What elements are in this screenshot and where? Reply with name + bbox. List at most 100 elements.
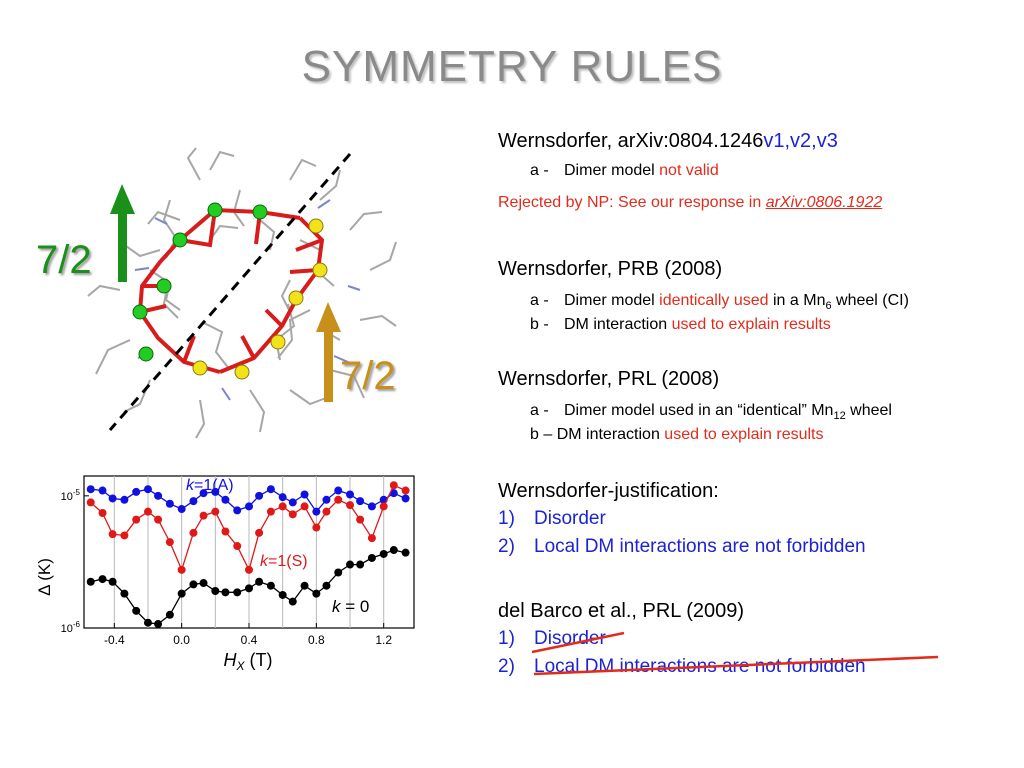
data-point (189, 580, 198, 589)
rejected-note: Rejected by NP: See our response in arXi… (498, 194, 883, 211)
data-point (98, 509, 107, 518)
data-point (108, 577, 117, 586)
ref3-heading: Wernsdorfer, PRL (2008) (498, 368, 720, 390)
data-point (300, 581, 309, 590)
data-point (108, 494, 117, 503)
data-point (300, 502, 309, 511)
data-point (199, 579, 208, 588)
data-point (255, 528, 264, 537)
data-point (211, 586, 220, 595)
data-point (389, 481, 398, 490)
data-point (211, 487, 220, 496)
data-point (86, 485, 95, 494)
chart-series (86, 481, 410, 629)
data-point (389, 489, 398, 498)
data-point (221, 588, 230, 597)
tunnel-splitting-chart: -0.4 0.0 0.4 0.8 1.2 10-5 10-6 Δ (K) HX (T) k… (35, 475, 415, 673)
ref2-item-b: b - DM interaction used to explain result… (530, 316, 831, 333)
strike-local-dm (533, 655, 939, 676)
y-tick-label: 10-6 (61, 620, 81, 635)
data-point (132, 606, 141, 615)
gold-spin-label: 7/2 (340, 354, 396, 398)
data-point (278, 590, 287, 599)
data-point (312, 589, 321, 598)
data-point (401, 486, 410, 495)
data-point (120, 495, 129, 504)
data-point (401, 548, 410, 557)
data-point (266, 581, 275, 590)
data-point (356, 497, 365, 506)
data-point (233, 542, 242, 551)
data-point (86, 577, 95, 586)
data-point (278, 502, 287, 511)
data-point (379, 502, 388, 511)
data-point (221, 527, 230, 536)
y-axis-label: Δ (K) (35, 558, 54, 596)
data-point (367, 534, 376, 543)
data-point (334, 568, 343, 577)
series-label-k1S: k=1(S) (260, 553, 308, 570)
green-mn-atoms (132, 202, 268, 362)
data-point (322, 495, 331, 504)
y-axis-ticks: 10-5 10-6 (61, 488, 89, 635)
data-point (221, 495, 230, 504)
symmetry-axis-dashed-line (108, 153, 352, 431)
data-point (165, 538, 174, 547)
data-point (86, 498, 95, 507)
data-point (389, 546, 398, 555)
data-point (322, 507, 331, 516)
data-point (367, 502, 376, 511)
data-point (132, 515, 141, 524)
data-point (177, 505, 186, 514)
vertical-grid-lines (113, 476, 385, 628)
ref2-heading: Wernsdorfer, PRB (2008) (498, 258, 723, 280)
x-tick-label: 0.4 (241, 633, 258, 647)
data-point (266, 507, 275, 516)
x-axis-ticks: -0.4 0.0 0.4 0.8 1.2 (104, 623, 392, 647)
data-point (312, 507, 321, 516)
arxiv-response-link[interactable]: arXiv:0806.1922 (765, 194, 883, 211)
series-labels: k=1(A) k=1(S) k = 0 (186, 477, 369, 616)
ref1-heading: Wernsdorfer, arXiv:0804.1246v1,v2,v3 (498, 130, 838, 152)
data-point (255, 577, 264, 586)
data-point (346, 501, 355, 510)
data-point (98, 575, 107, 584)
data-point (233, 506, 242, 515)
data-point (300, 490, 309, 499)
gold-spin-arrow (316, 302, 341, 402)
data-point (211, 507, 220, 516)
data-point (334, 495, 343, 504)
green-spin-arrow (110, 184, 135, 282)
ref4-heading: Wernsdorfer-justification: (498, 480, 719, 502)
y-tick-label: 10-5 (61, 488, 81, 503)
data-point (177, 565, 186, 574)
yellow-mn-atoms (192, 218, 328, 380)
data-point (233, 588, 242, 597)
ref3-item-a: a - Dimer model used in an “identical” Mn… (530, 402, 892, 423)
ref2-item-a: a - Dimer model identically used in a Mn6… (530, 292, 909, 313)
data-point (199, 511, 208, 520)
data-point (143, 507, 152, 516)
data-point (401, 494, 410, 503)
data-point (120, 589, 129, 598)
strike-disorder (531, 631, 625, 654)
mn12-wheel-molecule-figure (87, 147, 397, 439)
data-point (288, 597, 297, 606)
x-tick-label: 1.2 (375, 633, 392, 647)
data-point (154, 515, 163, 524)
ref1-item-a: a - Dimer model not valid (530, 162, 719, 179)
ref4-point-2: 2) Local DM interactions are not forbidde… (498, 536, 866, 557)
data-point (346, 490, 355, 499)
data-point (165, 610, 174, 619)
data-point (322, 581, 331, 590)
series-label-k1A: k=1(A) (186, 477, 234, 494)
data-point (245, 565, 253, 574)
data-point (120, 531, 129, 540)
oxo-bridges (137, 207, 325, 374)
data-point (288, 498, 297, 507)
data-point (189, 528, 198, 537)
data-point (379, 549, 388, 558)
data-point (288, 510, 297, 519)
strike-through-annotations (531, 631, 939, 676)
series-label-k0: k = 0 (332, 597, 369, 616)
